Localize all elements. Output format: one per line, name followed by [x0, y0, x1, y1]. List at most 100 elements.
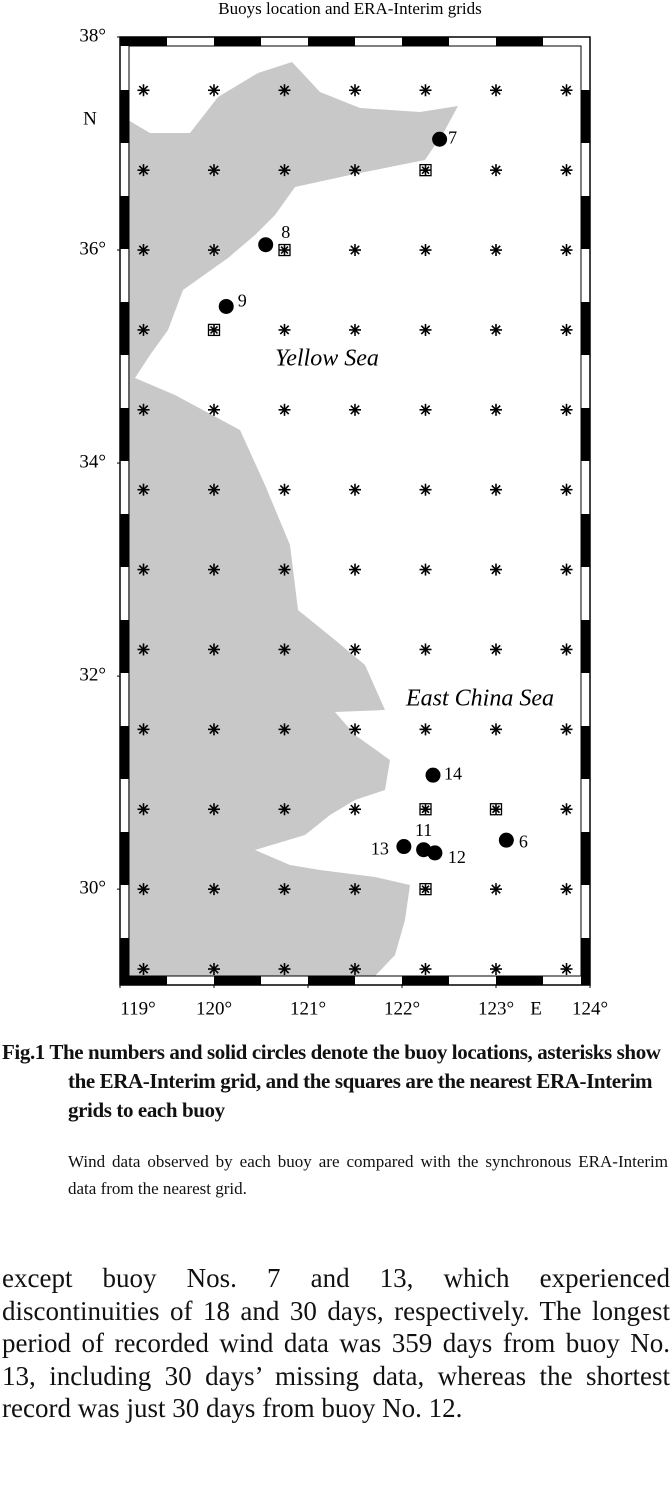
- grid-point: [208, 563, 220, 576]
- nearest-grid: [489, 803, 503, 816]
- grid-point: [278, 323, 291, 336]
- asterisk-stroke: [561, 564, 572, 575]
- grid-point: [419, 403, 432, 416]
- grid-point: [419, 563, 432, 576]
- grid-point: [490, 164, 502, 177]
- grid-point: [137, 403, 150, 416]
- grid-point: [490, 323, 502, 336]
- asterisk-stroke: [279, 325, 290, 335]
- asterisk-stroke: [279, 644, 290, 655]
- grid-point: [349, 323, 361, 336]
- asterisk-stroke: [420, 484, 431, 495]
- asterisk-stroke: [561, 644, 572, 655]
- buoy: [258, 237, 274, 253]
- grid-point: [278, 164, 291, 177]
- grid-point: [208, 483, 220, 496]
- asterisk-stroke: [279, 724, 290, 735]
- grid-point: [208, 164, 220, 177]
- asterisk-stroke: [421, 885, 430, 894]
- asterisk-stroke: [561, 724, 572, 735]
- asterisk-stroke: [209, 484, 219, 495]
- x-tick-label: 123°: [478, 998, 514, 1019]
- grid-point: [208, 963, 220, 976]
- asterisk-stroke: [138, 165, 149, 175]
- buoy-label: 13: [371, 839, 389, 859]
- asterisk-stroke: [561, 884, 572, 894]
- buoy-label: 9: [238, 291, 247, 311]
- asterisk-stroke: [209, 325, 219, 334]
- asterisk-stroke: [350, 85, 360, 96]
- nearest-grid: [278, 243, 291, 257]
- asterisk-stroke: [138, 724, 149, 735]
- asterisk-stroke: [138, 245, 149, 255]
- asterisk-stroke: [420, 85, 431, 96]
- grid-point: [208, 723, 220, 736]
- asterisk-stroke: [350, 884, 360, 894]
- asterisk-stroke: [280, 245, 289, 255]
- grid-point: [490, 723, 502, 736]
- grid-point: [349, 563, 361, 576]
- x-tick-label: 124°: [572, 998, 608, 1019]
- grid-point: [560, 963, 573, 976]
- grid-point: [560, 483, 573, 496]
- buoy: [432, 131, 448, 147]
- buoy: [498, 832, 514, 848]
- grid-point: [419, 643, 432, 656]
- grid-point: [560, 723, 573, 736]
- map-figure: Buoys location and ERA-Interim grids N E…: [79, 0, 608, 1019]
- grid-point: [278, 643, 291, 656]
- asterisk-stroke: [350, 724, 360, 735]
- buoy-label: 6: [519, 831, 528, 851]
- asterisk-stroke: [138, 564, 149, 575]
- asterisk-stroke: [420, 644, 431, 655]
- asterisk-stroke: [279, 405, 290, 415]
- grid-point: [560, 84, 573, 97]
- asterisk-stroke: [138, 484, 149, 495]
- asterisk-stroke: [561, 85, 572, 96]
- asterisk-stroke: [561, 964, 572, 974]
- grid-point: [490, 483, 502, 496]
- asterisk-stroke: [491, 724, 501, 735]
- grid-point: [560, 164, 573, 177]
- grid-point: [349, 643, 361, 656]
- grid-point: [419, 963, 432, 976]
- y-tick-label: 34°: [79, 451, 106, 472]
- asterisk-stroke: [279, 484, 290, 495]
- asterisk-stroke: [209, 564, 219, 575]
- grid-point: [349, 164, 361, 177]
- grid-point: [490, 84, 502, 97]
- grid-point: [419, 723, 432, 736]
- asterisk-stroke: [561, 804, 572, 815]
- asterisk-stroke: [350, 804, 360, 815]
- grid-point: [278, 963, 291, 976]
- x-axis-label: E: [530, 998, 542, 1019]
- asterisk-stroke: [209, 724, 219, 735]
- buoy-label: 7: [448, 127, 457, 147]
- grid-point: [490, 403, 502, 416]
- grid-point: [560, 563, 573, 576]
- nearest-grid: [419, 163, 432, 177]
- grid-point: [137, 643, 150, 656]
- grid-point: [490, 563, 502, 576]
- grid-point: [560, 803, 573, 816]
- asterisk-stroke: [420, 964, 431, 974]
- asterisk-stroke: [279, 804, 290, 815]
- land: [128, 62, 458, 976]
- asterisk-stroke: [138, 884, 149, 894]
- grid-point: [419, 84, 432, 97]
- grid-point: [137, 803, 150, 816]
- sea-label: East China Sea: [405, 686, 554, 712]
- nearest-grid: [419, 803, 432, 816]
- grid-point: [137, 563, 150, 576]
- asterisk-stroke: [561, 325, 572, 335]
- grid-point: [349, 483, 361, 496]
- asterisk-stroke: [491, 564, 501, 575]
- asterisk-stroke: [279, 165, 290, 175]
- grid-point: [137, 164, 150, 177]
- asterisk-stroke: [209, 964, 219, 974]
- asterisk-stroke: [138, 85, 149, 96]
- buoy-label: 14: [444, 763, 462, 783]
- grid-point: [349, 244, 361, 257]
- asterisk-stroke: [420, 564, 431, 575]
